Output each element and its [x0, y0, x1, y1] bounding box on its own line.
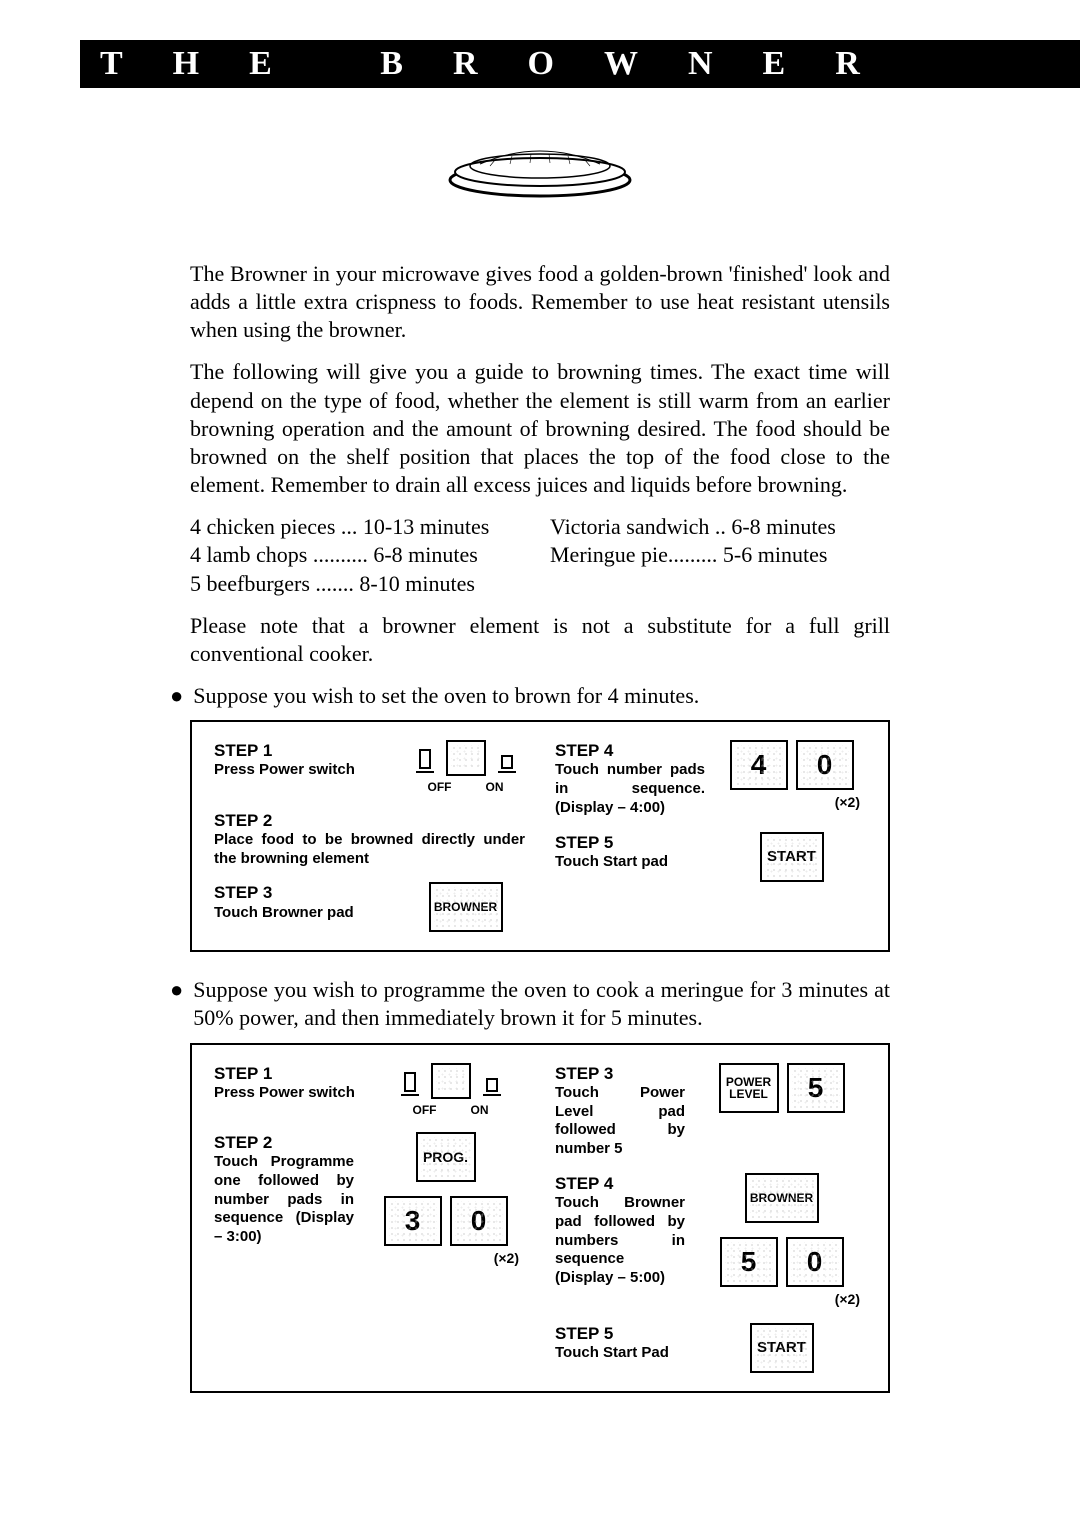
- time-row: 4 lamb chops .......... 6-8 minutes: [190, 541, 530, 569]
- step-title: STEP 5: [555, 1323, 685, 1344]
- time-row: 4 chicken pieces ... 10-13 minutes: [190, 513, 530, 541]
- step-desc: Touch Browner pad: [214, 904, 394, 923]
- num-pad-5: 5: [720, 1237, 778, 1287]
- num-pad-0: 0: [786, 1237, 844, 1287]
- step-title: STEP 4: [555, 740, 705, 761]
- step-desc: Press Power switch: [214, 1084, 364, 1103]
- power-switch-graphic: OFF ON: [406, 740, 525, 795]
- time-row: Meringue pie......... 5-6 minutes: [550, 541, 890, 569]
- x2-label: (×2): [717, 794, 866, 812]
- bullet-text: Suppose you wish to programme the oven t…: [193, 976, 890, 1032]
- example-1-box: STEP 1 Press Power switch OFF ON: [190, 720, 890, 952]
- step-desc: Touch Start Pad: [555, 1344, 685, 1363]
- num-pad-4: 4: [730, 740, 788, 790]
- times-right: Victoria sandwich .. 6-8 minutes Meringu…: [550, 513, 890, 597]
- step-desc: Touch Browner pad followed by numbers in…: [555, 1194, 685, 1288]
- power-switch-graphic: OFF ON: [376, 1063, 525, 1118]
- on-label: ON: [471, 1103, 489, 1118]
- prog-pad: PROG.: [416, 1132, 476, 1182]
- step-1: STEP 1 Press Power switch OFF ON: [214, 1063, 525, 1118]
- bullet-1: ● Suppose you wish to set the oven to br…: [170, 682, 890, 710]
- num-pad-0: 0: [796, 740, 854, 790]
- step-desc: Touch number pads in sequence. (Display …: [555, 761, 705, 817]
- step-title: STEP 1: [214, 1063, 364, 1084]
- time-row: Victoria sandwich .. 6-8 minutes: [550, 513, 890, 541]
- body-content: The Browner in your microwave gives food…: [190, 260, 890, 1417]
- num-pad-3: 3: [384, 1196, 442, 1246]
- step-3: STEP 3 Touch Power Level pad followed by…: [555, 1063, 866, 1159]
- step-title: STEP 4: [555, 1173, 685, 1194]
- bullet-icon: ●: [170, 682, 183, 710]
- off-label: OFF: [428, 780, 452, 795]
- step-desc: Touch Start pad: [555, 853, 705, 872]
- step-4: STEP 4 Touch Browner pad followed by num…: [555, 1173, 866, 1309]
- box2-left-col: STEP 1 Press Power switch OFF ON: [214, 1063, 525, 1373]
- page-header: THE BROWNER: [80, 40, 1080, 88]
- step-5: STEP 5 Touch Start Pad START: [555, 1323, 866, 1373]
- step-desc: Touch Programme one followed by number p…: [214, 1153, 354, 1247]
- off-label: OFF: [413, 1103, 437, 1118]
- num-pad-5: 5: [787, 1063, 845, 1113]
- browning-times: 4 chicken pieces ... 10-13 minutes 4 lam…: [190, 513, 890, 597]
- note-text: Please note that a browner element is no…: [190, 612, 890, 668]
- step-4: STEP 4 Touch number pads in sequence. (D…: [555, 740, 866, 818]
- step-desc: Touch Power Level pad followed by number…: [555, 1084, 685, 1159]
- step-title: STEP 3: [555, 1063, 685, 1084]
- step-desc: Place food to be browned directly under …: [214, 831, 525, 869]
- time-row: 5 beefburgers ....... 8-10 minutes: [190, 570, 530, 598]
- box2-right-col: STEP 3 Touch Power Level pad followed by…: [555, 1063, 866, 1373]
- step-2: STEP 2 Place food to be browned directly…: [214, 810, 525, 869]
- bullet-icon: ●: [170, 976, 183, 1032]
- step-5: STEP 5 Touch Start pad START: [555, 832, 866, 882]
- box1-left-col: STEP 1 Press Power switch OFF ON: [214, 740, 525, 932]
- header-title: THE BROWNER: [100, 45, 910, 83]
- step-title: STEP 2: [214, 1132, 354, 1153]
- times-left: 4 chicken pieces ... 10-13 minutes 4 lam…: [190, 513, 530, 597]
- browner-pad: BROWNER: [429, 882, 503, 932]
- dish-illustration: [440, 130, 640, 205]
- step-title: STEP 3: [214, 882, 394, 903]
- browner-pad: BROWNER: [745, 1173, 819, 1223]
- bullet-2: ● Suppose you wish to programme the oven…: [170, 976, 890, 1032]
- power-level-pad: POWER LEVEL: [719, 1063, 779, 1113]
- step-3: STEP 3 Touch Browner pad BROWNER: [214, 882, 525, 932]
- intro-p1: The Browner in your microwave gives food…: [190, 260, 890, 344]
- start-pad: START: [760, 832, 824, 882]
- step-title: STEP 1: [214, 740, 394, 761]
- intro-p2: The following will give you a guide to b…: [190, 358, 890, 499]
- x2-label: (×2): [697, 1291, 866, 1309]
- on-label: ON: [486, 780, 504, 795]
- num-pad-0: 0: [450, 1196, 508, 1246]
- bullet-text: Suppose you wish to set the oven to brow…: [193, 682, 699, 710]
- x2-label: (×2): [366, 1250, 525, 1268]
- step-desc: Press Power switch: [214, 761, 394, 780]
- step-title: STEP 2: [214, 810, 525, 831]
- step-title: STEP 5: [555, 832, 705, 853]
- step-1: STEP 1 Press Power switch OFF ON: [214, 740, 525, 795]
- start-pad: START: [750, 1323, 814, 1373]
- step-2: STEP 2 Touch Programme one followed by n…: [214, 1132, 525, 1268]
- example-2-box: STEP 1 Press Power switch OFF ON: [190, 1043, 890, 1393]
- box1-right-col: STEP 4 Touch number pads in sequence. (D…: [555, 740, 866, 932]
